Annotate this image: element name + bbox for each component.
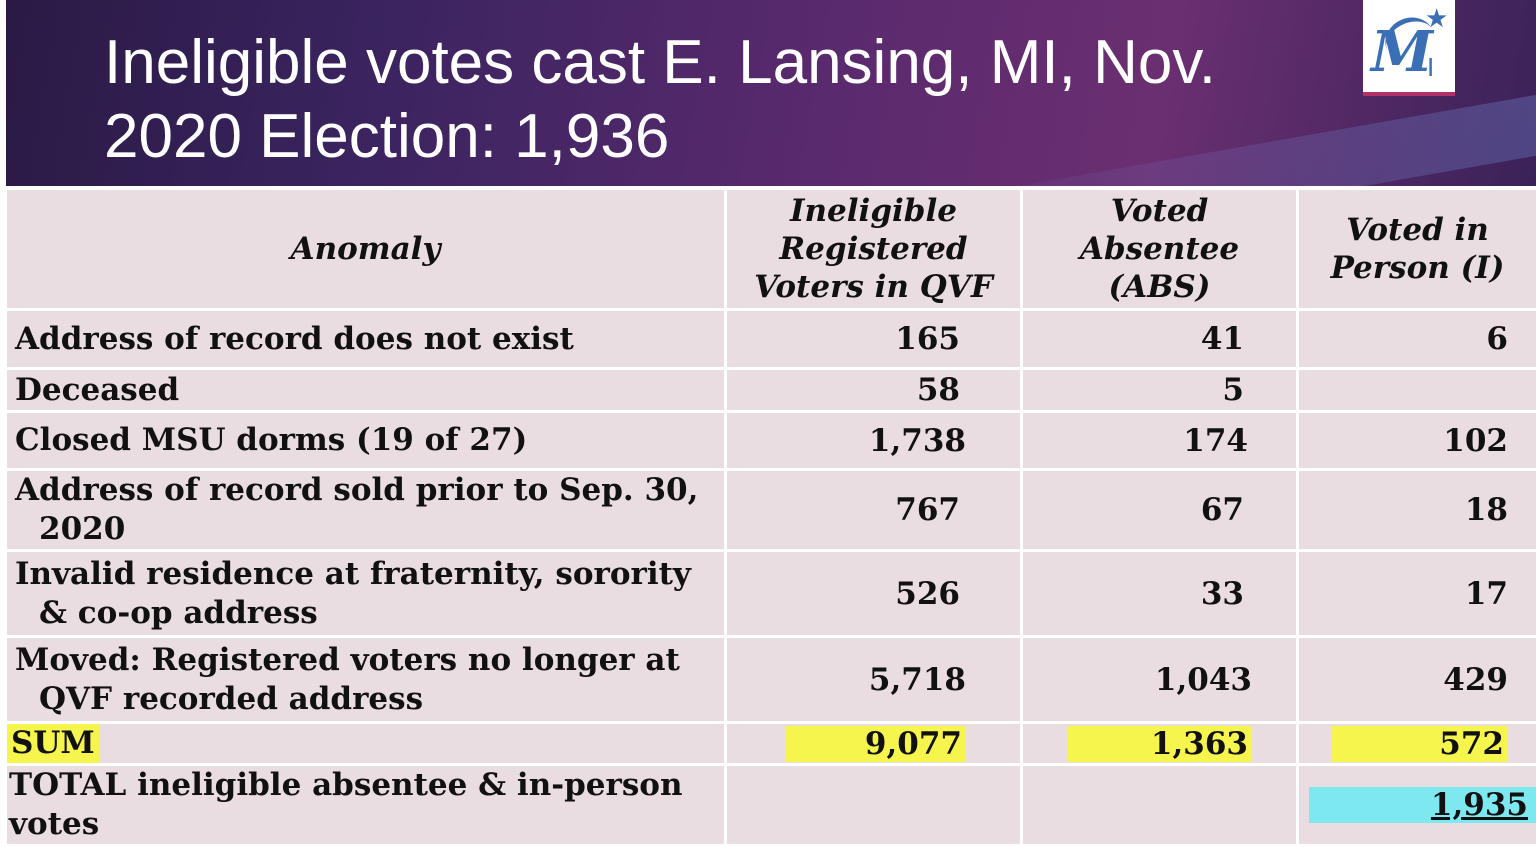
row-label-text: Address of record does not exist	[15, 321, 574, 357]
cell-qvf: 165	[726, 310, 1022, 369]
row-label: Invalid residence at fraternity, sororit…	[6, 551, 726, 637]
logo-letter-m: M	[1371, 22, 1433, 82]
cell-in-person	[1298, 369, 1536, 412]
cell-absentee: 5	[1022, 369, 1298, 412]
mi-logo: ★ M I	[1363, 0, 1455, 96]
col-header-absentee: Voted Absentee (ABS)	[1022, 189, 1298, 310]
row-label: Deceased	[6, 369, 726, 412]
cell-qvf: 58	[726, 369, 1022, 412]
row-label-line-1: Moved: Registered voters no longer at	[15, 642, 680, 678]
sum-label-cell: SUM	[6, 723, 726, 765]
col-header-qvf: Ineligible Registered Voters in QVF	[726, 189, 1022, 310]
table-row: Closed MSU dorms (19 of 27) 1,738 174 10…	[6, 412, 1536, 470]
slide-title: Ineligible votes cast E. Lansing, MI, No…	[104, 26, 1344, 174]
table-header-row: Anomaly Ineligible Registered Voters in …	[6, 189, 1536, 310]
cell-absentee: 41	[1022, 310, 1298, 369]
title-line-1: Ineligible votes cast E. Lansing, MI, No…	[104, 26, 1344, 100]
cell-in-person: 429	[1298, 637, 1536, 723]
row-label-line-1: Address of record sold prior to Sep. 30,	[15, 472, 698, 508]
sum-qvf-cell: 9,077	[726, 723, 1022, 765]
row-label-text: Deceased	[15, 372, 179, 408]
sum-absentee: 1,363	[1067, 726, 1252, 762]
col-header-anomaly: Anomaly	[6, 189, 726, 310]
cell-in-person: 17	[1298, 551, 1536, 637]
sum-label: SUM	[7, 724, 99, 763]
table-row: Address of record does not exist 165 41 …	[6, 310, 1536, 369]
total-row: TOTAL ineligible absentee & in-person vo…	[6, 765, 1536, 846]
table-row: Address of record sold prior to Sep. 30,…	[6, 470, 1536, 551]
cell-in-person: 18	[1298, 470, 1536, 551]
sum-in-person: 572	[1331, 726, 1508, 762]
row-label: Address of record does not exist	[6, 310, 726, 369]
cell-qvf: 5,718	[726, 637, 1022, 723]
cell-absentee: 67	[1022, 470, 1298, 551]
table-row: Invalid residence at fraternity, sororit…	[6, 551, 1536, 637]
row-label-line-2: QVF recorded address	[15, 680, 716, 719]
cell-absentee: 174	[1022, 412, 1298, 470]
cell-qvf: 767	[726, 470, 1022, 551]
row-label-line-2: & co-op address	[15, 594, 716, 633]
row-label-line-1: Invalid residence at fraternity, sororit…	[15, 556, 691, 592]
cell-in-person: 102	[1298, 412, 1536, 470]
sum-qvf: 9,077	[785, 726, 966, 762]
total-empty-cell	[1022, 765, 1298, 846]
logo-letter-i: I	[1427, 52, 1434, 83]
total-empty-cell	[726, 765, 1022, 846]
cell-in-person: 6	[1298, 310, 1536, 369]
sum-row: SUM 9,077 1,363 572	[6, 723, 1536, 765]
sum-in-person-cell: 572	[1298, 723, 1536, 765]
cell-absentee: 1,043	[1022, 637, 1298, 723]
sum-absentee-cell: 1,363	[1022, 723, 1298, 765]
row-label: Closed MSU dorms (19 of 27)	[6, 412, 726, 470]
slide-header: Ineligible votes cast E. Lansing, MI, No…	[6, 0, 1536, 186]
table-row: Deceased 58 5	[6, 369, 1536, 412]
col-header-in-person: Voted in Person (I)	[1298, 189, 1536, 310]
total-label: TOTAL ineligible absentee & in-person vo…	[9, 767, 683, 842]
title-line-2: 2020 Election: 1,936	[104, 100, 1344, 174]
cell-qvf: 526	[726, 551, 1022, 637]
total-label-cell: TOTAL ineligible absentee & in-person vo…	[6, 765, 726, 846]
total-value-cell: 1,935	[1298, 765, 1536, 846]
row-label-line-2: 2020	[15, 510, 716, 549]
cell-qvf: 1,738	[726, 412, 1022, 470]
cell-absentee: 33	[1022, 551, 1298, 637]
row-label: Address of record sold prior to Sep. 30,…	[6, 470, 726, 551]
total-value: 1,935	[1309, 787, 1536, 823]
anomaly-table: Anomaly Ineligible Registered Voters in …	[4, 187, 1536, 847]
row-label-text: Closed MSU dorms (19 of 27)	[15, 422, 527, 458]
